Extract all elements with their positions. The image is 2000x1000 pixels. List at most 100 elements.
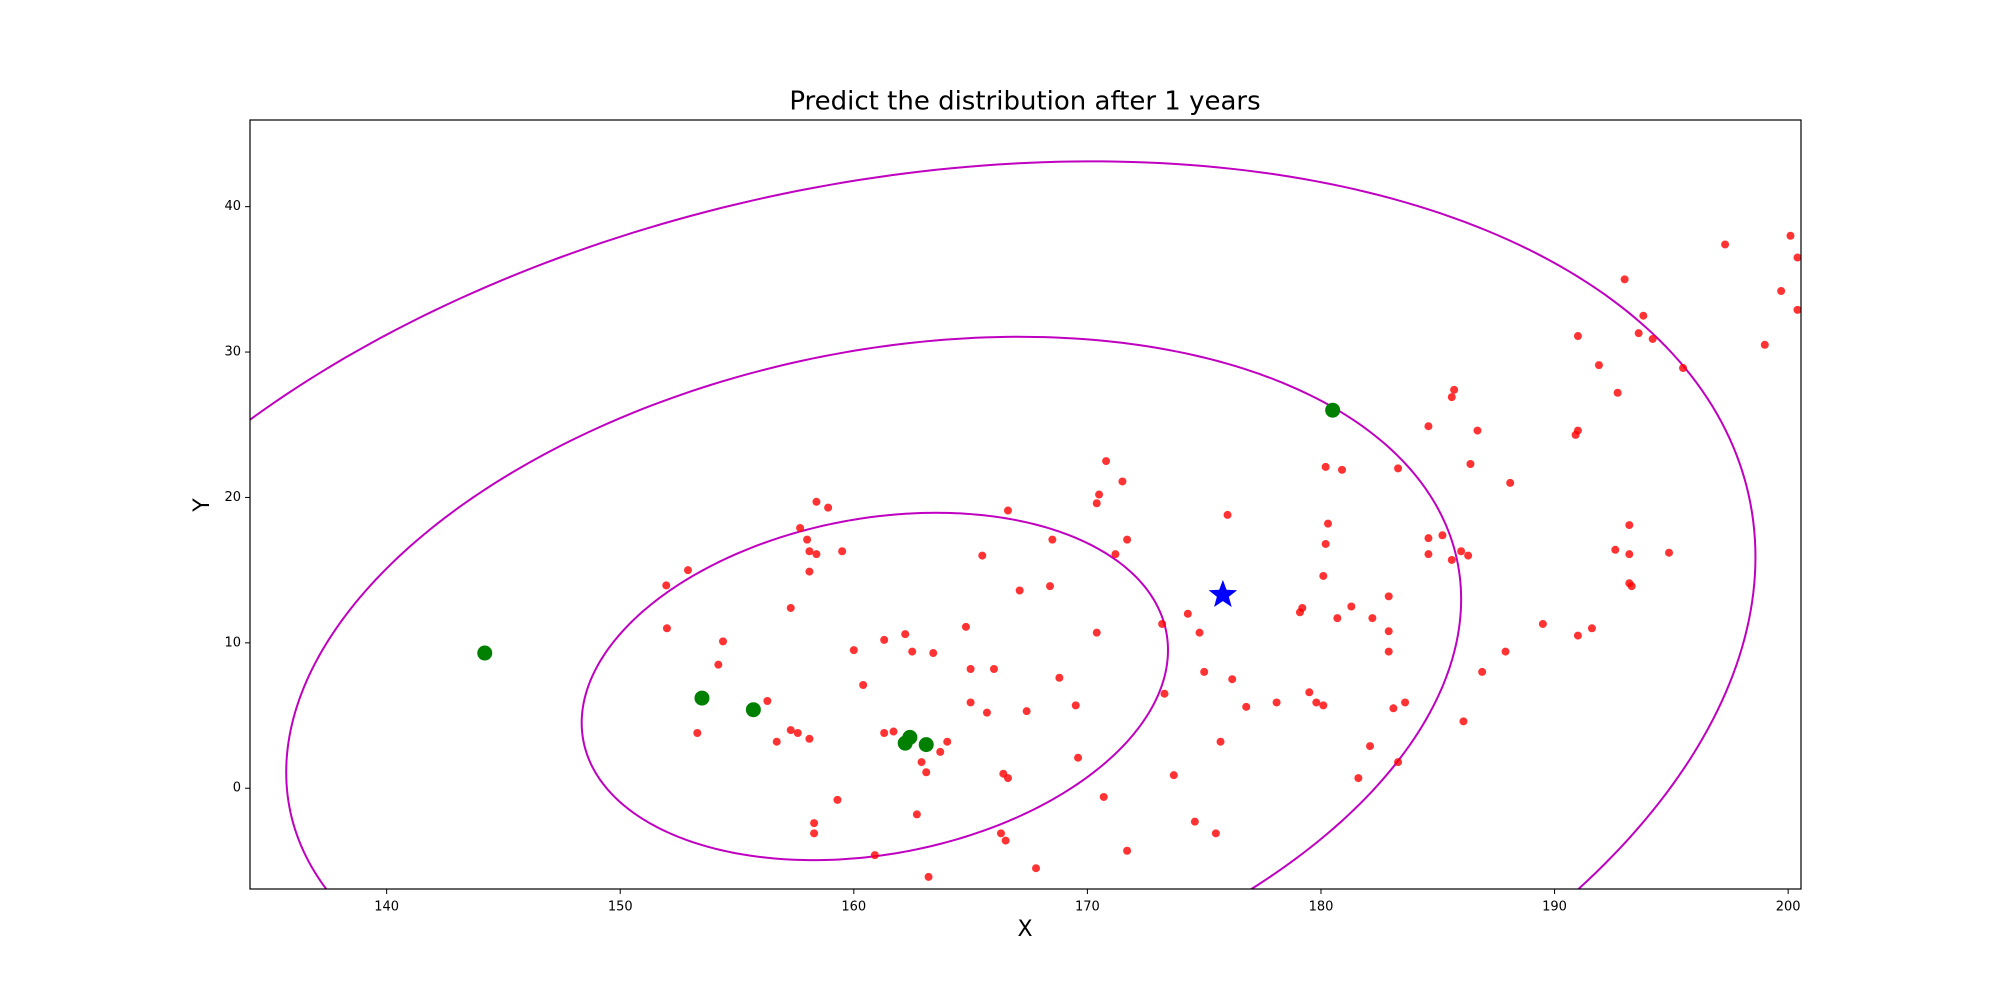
- red-point: [1665, 548, 1674, 557]
- red-point: [1466, 460, 1475, 469]
- red-point: [982, 708, 991, 717]
- red-point: [966, 665, 975, 674]
- red-point: [1648, 334, 1657, 343]
- red-point: [880, 635, 889, 644]
- y-tick-label: 40: [224, 199, 241, 214]
- red-point: [1473, 426, 1482, 435]
- red-point: [1099, 792, 1108, 801]
- red-point: [1216, 737, 1225, 746]
- red-point: [996, 829, 1005, 838]
- red-point: [1228, 675, 1237, 684]
- red-point: [1298, 603, 1307, 612]
- red-point: [1478, 667, 1487, 676]
- red-point: [1777, 286, 1786, 295]
- red-point: [1118, 477, 1127, 486]
- red-point: [989, 665, 998, 674]
- red-point: [812, 550, 821, 559]
- green-point: [477, 645, 493, 661]
- red-point: [1032, 864, 1041, 873]
- red-point: [1625, 521, 1634, 530]
- red-point: [1003, 774, 1012, 783]
- red-point: [1111, 550, 1120, 559]
- red-point: [1394, 464, 1403, 473]
- red-point: [1160, 689, 1169, 698]
- red-point: [1319, 571, 1328, 580]
- red-point: [849, 646, 858, 655]
- red-point: [1242, 702, 1251, 711]
- star-marker: [1208, 579, 1238, 607]
- red-point: [1092, 499, 1101, 508]
- red-point: [793, 728, 802, 737]
- red-point: [1721, 240, 1730, 249]
- red-point: [966, 698, 975, 707]
- red-point: [1368, 614, 1377, 623]
- red-point: [922, 768, 931, 777]
- plot-frame: [249, 119, 1802, 890]
- red-point: [1538, 619, 1547, 628]
- red-point: [1447, 393, 1456, 402]
- red-point: [880, 728, 889, 737]
- red-point: [1071, 701, 1080, 710]
- red-point: [1594, 361, 1603, 370]
- red-point: [1389, 704, 1398, 713]
- red-point: [1464, 551, 1473, 560]
- chart-title: Predict the distribution after 1 years: [789, 87, 1260, 117]
- red-point: [1046, 582, 1055, 591]
- red-point: [1424, 534, 1433, 543]
- red-point: [978, 551, 987, 560]
- red-point: [1074, 753, 1083, 762]
- x-tick-label: 180: [1309, 900, 1334, 915]
- red-point: [1447, 555, 1456, 564]
- red-point: [870, 851, 879, 860]
- x-tick-label: 160: [841, 900, 866, 915]
- red-point: [961, 622, 970, 631]
- red-point: [719, 637, 728, 646]
- green-point: [902, 729, 918, 745]
- red-point: [1620, 275, 1629, 284]
- red-point: [1102, 457, 1111, 466]
- red-point: [824, 503, 833, 512]
- red-point: [796, 523, 805, 532]
- red-point: [1424, 422, 1433, 431]
- red-point: [833, 795, 842, 804]
- green-point: [918, 737, 934, 753]
- red-point: [943, 737, 952, 746]
- x-tick-label: 190: [1542, 900, 1567, 915]
- red-point: [805, 567, 814, 576]
- red-point: [908, 647, 917, 656]
- red-point: [1571, 430, 1580, 439]
- red-point: [1338, 465, 1347, 474]
- red-point: [1321, 539, 1330, 548]
- red-point: [859, 681, 868, 690]
- red-point: [1323, 519, 1332, 528]
- red-point: [1312, 698, 1321, 707]
- red-point: [1095, 490, 1104, 499]
- red-point: [1793, 305, 1802, 314]
- red-point: [889, 727, 898, 736]
- red-point: [1384, 647, 1393, 656]
- red-point: [1305, 688, 1314, 697]
- red-point: [1384, 627, 1393, 636]
- red-point: [1634, 329, 1643, 338]
- red-point: [1092, 628, 1101, 637]
- red-point: [1169, 771, 1178, 780]
- red-point: [1459, 717, 1468, 726]
- x-axis-label: X: [1017, 917, 1032, 942]
- red-point: [662, 581, 671, 590]
- red-point: [1424, 550, 1433, 559]
- green-point: [745, 702, 761, 718]
- red-point: [1211, 829, 1220, 838]
- red-point: [1450, 385, 1459, 394]
- red-point: [1786, 231, 1795, 240]
- red-point: [810, 819, 819, 828]
- red-point: [812, 497, 821, 506]
- red-point: [1679, 364, 1688, 373]
- red-point: [936, 747, 945, 756]
- red-point: [1354, 774, 1363, 783]
- red-point: [1611, 545, 1620, 554]
- red-point: [1613, 388, 1622, 397]
- red-point: [662, 624, 671, 633]
- red-point: [786, 726, 795, 735]
- x-tick-label: 200: [1776, 900, 1801, 915]
